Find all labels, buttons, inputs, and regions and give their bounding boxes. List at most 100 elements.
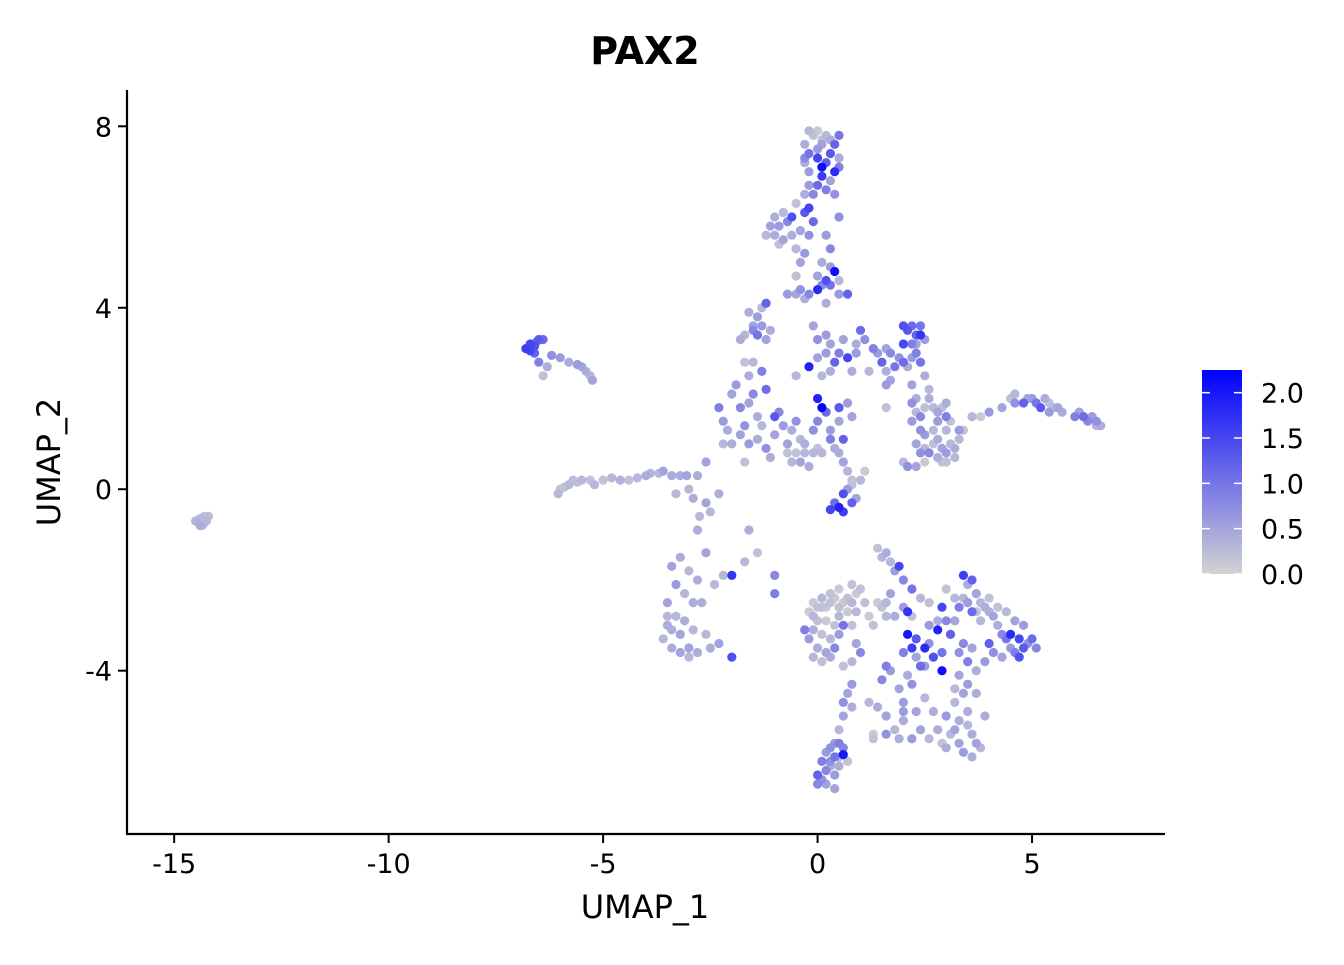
data-point [1031, 643, 1041, 653]
data-point [950, 452, 960, 463]
data-point [808, 652, 818, 662]
data-point [825, 148, 836, 159]
data-point [662, 598, 673, 608]
data-point [873, 702, 883, 712]
data-point [684, 643, 694, 653]
data-point [864, 697, 874, 708]
data-point [898, 697, 909, 708]
data-point [881, 380, 891, 390]
data-point [838, 457, 848, 467]
data-point [958, 638, 969, 649]
data-point [847, 620, 857, 630]
data-point [684, 566, 694, 576]
data-point [791, 371, 801, 381]
data-point [898, 716, 909, 726]
data-point [808, 189, 818, 199]
data-point [770, 570, 780, 581]
data-point [843, 289, 853, 299]
data-point [860, 466, 870, 476]
x-axis-title: UMAP_1 [581, 888, 710, 926]
data-point [1053, 403, 1063, 413]
data-point [997, 652, 1007, 662]
data-point [928, 652, 939, 662]
data-point [937, 666, 947, 676]
data-point [740, 421, 750, 431]
data-point [744, 398, 754, 408]
data-point [808, 625, 818, 635]
data-point [791, 198, 801, 208]
data-point [701, 548, 711, 558]
data-point [692, 575, 703, 585]
data-point [954, 716, 964, 726]
data-point [813, 144, 823, 154]
data-point [830, 752, 840, 762]
x-tick-label: 5 [1023, 849, 1040, 880]
data-point [1018, 398, 1029, 408]
data-point [705, 643, 715, 653]
data-point [825, 434, 836, 444]
data-point [911, 461, 921, 472]
data-point [782, 439, 793, 449]
data-point [933, 616, 943, 626]
data-point [748, 389, 758, 399]
data-point [1040, 393, 1050, 404]
data-point [804, 362, 814, 372]
data-point [834, 738, 844, 748]
data-point [894, 684, 904, 694]
data-point [542, 362, 552, 372]
data-point [817, 448, 827, 458]
data-point [1070, 412, 1080, 422]
data-point [774, 221, 784, 231]
data-point [553, 489, 563, 499]
data-point [671, 579, 681, 590]
data-point [521, 344, 531, 354]
data-point [808, 321, 818, 331]
data-point [873, 543, 883, 553]
data-point [941, 425, 951, 435]
data-point [770, 212, 780, 222]
data-point [632, 473, 643, 483]
data-point [834, 629, 844, 640]
data-point [988, 611, 999, 621]
data-point [813, 393, 823, 404]
data-point [941, 398, 951, 408]
data-point [915, 330, 926, 340]
data-point [701, 498, 711, 508]
data-point [988, 647, 999, 658]
data-point [933, 434, 943, 444]
data-point [984, 638, 994, 649]
data-point [924, 384, 934, 394]
data-point [821, 616, 831, 626]
data-point [877, 357, 887, 367]
data-point [791, 244, 801, 254]
data-point [915, 661, 926, 671]
data-point [778, 207, 788, 218]
data-point [911, 348, 921, 358]
data-point [843, 756, 853, 767]
data-point [950, 684, 960, 694]
data-point [834, 584, 844, 594]
data-point [624, 475, 634, 485]
data-point [851, 339, 861, 349]
data-point [782, 289, 793, 299]
data-point [898, 706, 909, 717]
data-point [958, 747, 969, 757]
data-point [937, 647, 947, 658]
data-point [813, 416, 823, 426]
data-point [838, 750, 848, 760]
data-point [778, 421, 788, 431]
data-point [954, 434, 964, 444]
data-point [722, 425, 733, 435]
data-point [967, 643, 977, 653]
data-point [727, 389, 737, 399]
data-point [680, 616, 690, 626]
data-point [534, 357, 544, 367]
data-point [834, 602, 844, 612]
data-point [911, 439, 921, 449]
data-point [765, 221, 776, 231]
data-point [915, 448, 926, 458]
colorbar-tick-label: 0.0 [1261, 560, 1304, 591]
data-point [830, 770, 840, 780]
data-point [748, 357, 758, 367]
